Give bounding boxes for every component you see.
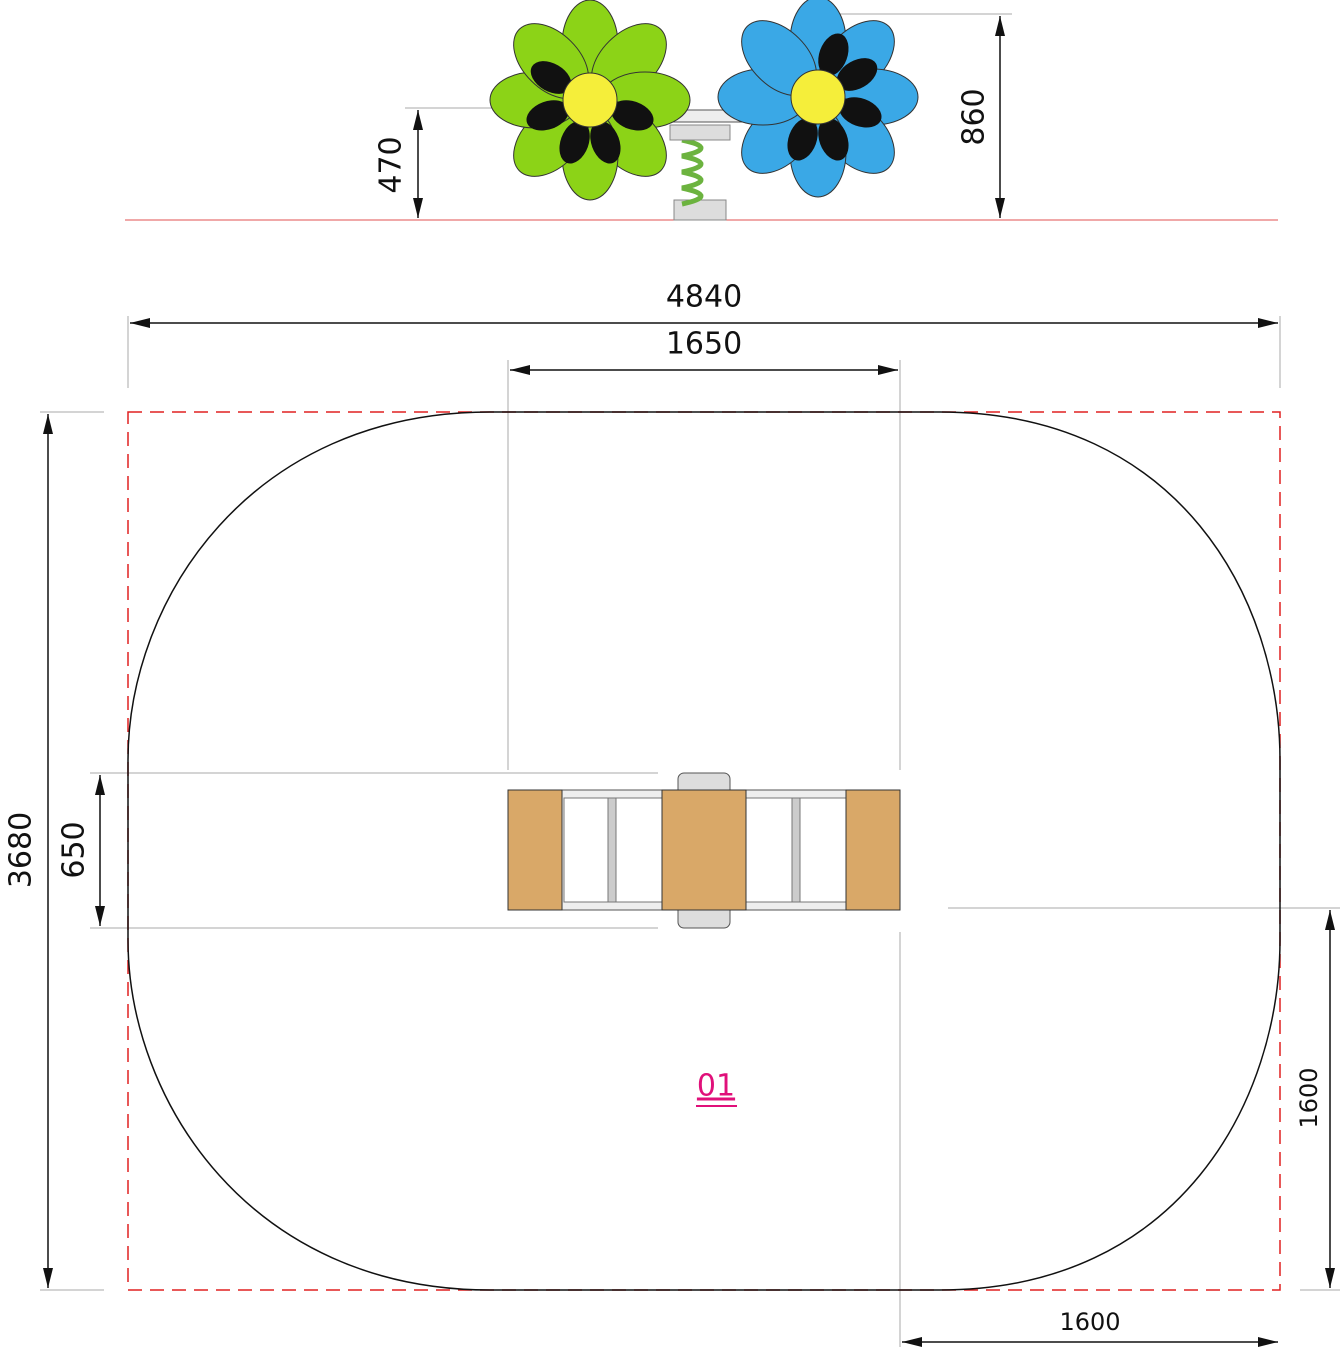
dimension-label: 1600	[1295, 1067, 1323, 1128]
dimension-label: 3680	[4, 812, 39, 888]
dimension-label: 1600	[1059, 1308, 1120, 1336]
impact-area	[127, 411, 1281, 1291]
dimension-label: 860	[957, 88, 992, 145]
spring-rider	[489, 0, 919, 221]
dimension-label: 1650	[666, 327, 742, 362]
seesaw-plan	[507, 772, 901, 929]
dimension-label: 650	[57, 821, 92, 878]
item-label: 01	[697, 1069, 735, 1104]
dimension-label: 470	[374, 136, 409, 193]
dimension-label: 4840	[666, 280, 742, 315]
